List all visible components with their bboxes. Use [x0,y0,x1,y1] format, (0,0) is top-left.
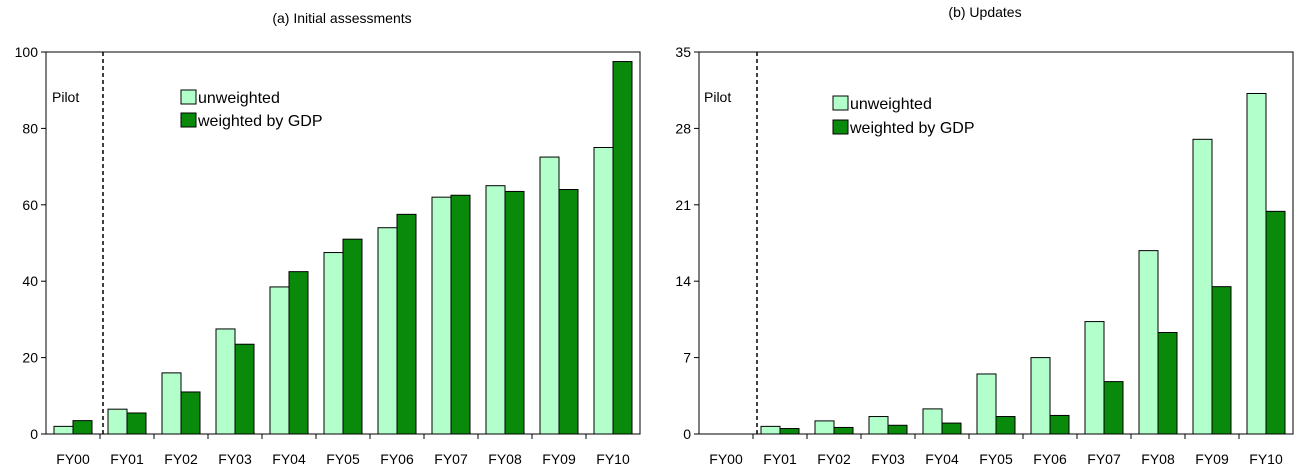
x-tick-label: FY01 [763,451,797,467]
bar-weighted-fy06 [396,213,417,435]
x-tick-label: FY04 [272,451,306,467]
legend-swatch [832,95,849,111]
y-tick-label: 7 [683,350,691,366]
bar-weighted-fy00 [72,420,93,435]
legend-swatch [180,89,197,105]
bar-unweighted-fy08 [1138,250,1159,435]
bar-unweighted-fy04 [922,408,943,435]
bar-unweighted-fy06 [1030,357,1051,435]
y-tick-label: 100 [15,44,39,60]
x-tick-label: FY10 [596,451,630,467]
bar-unweighted-fy03 [215,328,236,435]
bar-unweighted-fy09 [539,156,560,435]
x-tick-label: FY03 [871,451,905,467]
legend-label: unweighted [850,96,932,113]
bar-weighted-fy08 [1157,331,1178,435]
bar-unweighted-fy01 [107,408,128,435]
x-tick-label: FY07 [1087,451,1121,467]
bar-unweighted-fy02 [814,420,835,435]
x-tick-label: FY10 [1249,451,1283,467]
bar-weighted-fy07 [1103,381,1124,435]
y-tick-label: 21 [675,197,691,213]
bar-weighted-fy06 [1049,414,1070,435]
x-tick-label: FY00 [709,451,743,467]
legend-label: weighted by GDP [849,120,975,137]
x-tick-label: FY09 [1195,451,1229,467]
x-tick-label: FY00 [56,451,90,467]
y-tick-label: 60 [22,197,38,213]
y-tick-label: 35 [675,44,691,60]
bar-weighted-fy03 [234,343,255,435]
x-tick-label: FY05 [326,451,360,467]
x-tick-label: FY03 [218,451,252,467]
bar-weighted-fy05 [342,238,363,435]
x-tick-label: FY02 [817,451,851,467]
bar-weighted-fy04 [941,422,962,435]
x-tick-label: FY06 [380,451,414,467]
bar-unweighted-fy10 [1246,92,1267,435]
bar-unweighted-fy04 [269,286,290,435]
bar-unweighted-fy06 [377,227,398,435]
bar-weighted-fy03 [887,424,908,435]
bar-unweighted-fy03 [868,416,889,435]
bar-weighted-fy10 [1265,210,1286,435]
panel-initial-assessments: (a) Initial assessments 0 20 40 60 80 100 FY00… [15,10,641,467]
bar-weighted-fy05 [995,416,1016,435]
bar-unweighted-fy10 [593,147,614,435]
pilot-annotation: Pilot [52,89,79,105]
y-tick-label: 40 [22,273,38,289]
chart-title: (b) Updates [948,4,1021,20]
panel-updates: (b) Updates 0 7 14 21 28 35 FY00 FY01 FY02 FY03 FY… [675,4,1294,467]
x-tick-label: FY09 [542,451,576,467]
x-tick-label: FY08 [488,451,522,467]
bar-weighted-fy07 [450,194,471,435]
bar-unweighted-fy07 [431,196,452,435]
bar-weighted-fy09 [1211,286,1232,435]
legend-label: unweighted [198,90,280,107]
bar-weighted-fy02 [180,391,201,435]
y-tick-label: 0 [683,426,691,442]
x-tick-label: FY01 [110,451,144,467]
bar-unweighted-fy05 [976,373,997,435]
bar-weighted-fy09 [558,189,579,435]
pilot-annotation: Pilot [704,89,731,105]
legend-swatch [832,119,849,135]
bar-weighted-fy02 [833,426,854,435]
bar-unweighted-fy05 [323,252,344,435]
y-tick-label: 80 [22,120,38,136]
bar-weighted-fy08 [504,190,525,435]
y-tick-label: 20 [22,350,38,366]
bar-weighted-fy01 [779,428,800,435]
legend-swatch [180,112,197,128]
bar-weighted-fy04 [288,271,309,435]
x-tick-label: FY08 [1141,451,1175,467]
chart-title: (a) Initial assessments [272,10,411,26]
x-tick-label: FY06 [1033,451,1067,467]
bar-unweighted-fy08 [485,185,506,435]
x-tick-label: FY05 [979,451,1013,467]
x-tick-label: FY04 [925,451,959,467]
bar-weighted-fy10 [612,61,633,435]
bar-unweighted-fy09 [1192,138,1213,435]
x-tick-label: FY02 [164,451,198,467]
bar-unweighted-fy02 [161,372,182,435]
bar-unweighted-fy07 [1084,321,1105,435]
bar-weighted-fy01 [126,412,147,435]
y-tick-label: 14 [675,273,691,289]
bar-unweighted-fy00 [53,425,74,435]
bar-unweighted-fy01 [760,425,781,435]
y-tick-label: 28 [675,120,691,136]
x-tick-label: FY07 [434,451,468,467]
legend-label: weighted by GDP [197,113,323,130]
y-tick-label: 0 [30,426,38,442]
